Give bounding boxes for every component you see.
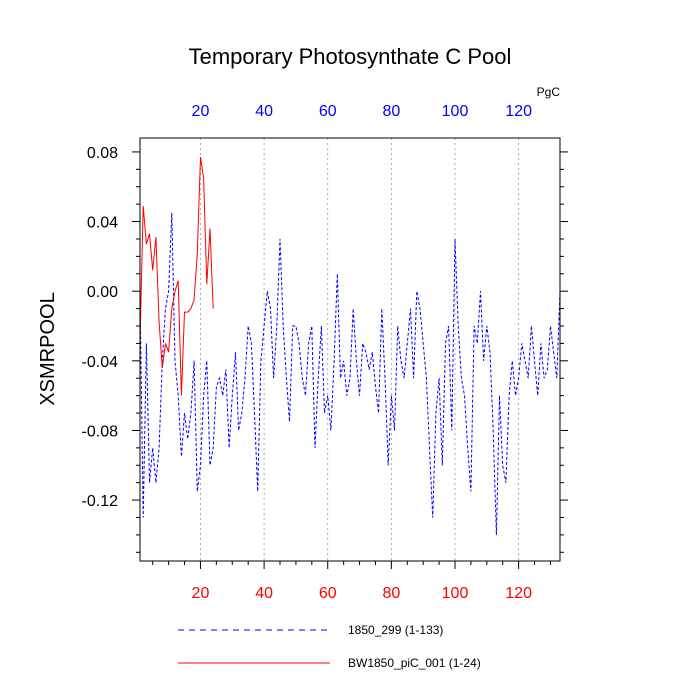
x-tick-label-bottom: 80 [382,585,400,602]
y-tick-label: -0.12 [82,493,119,510]
y-tick-label: -0.04 [82,354,119,371]
y-tick-label: 0.08 [87,145,118,162]
x-tick-label-top: 100 [442,103,469,120]
x-tick-label-top: 20 [192,103,210,120]
series-line [139,212,561,535]
x-tick-label-top: 120 [505,103,532,120]
x-tick-label-bottom: 40 [255,585,273,602]
x-tick-label-bottom: 60 [319,585,337,602]
y-tick-label: 0.04 [87,215,118,232]
x-tick-label-top: 80 [382,103,400,120]
series-lines [139,157,561,535]
x-tick-label-bottom: 100 [442,585,469,602]
legend-label: BW1850_piC_001 (1-24) [348,656,481,670]
x-tick-label-bottom: 20 [192,585,210,602]
x-tick-label-top: 40 [255,103,273,120]
legend-label: 1850_299 (1-133) [348,623,443,637]
unit-label: PgC [537,85,561,99]
plot-frame [139,137,561,562]
chart-title: Temporary Photosynthate C Pool [189,44,512,69]
x-tick-label-bottom: 120 [505,585,532,602]
y-tick-label: -0.08 [82,423,119,440]
axes: 0.08 0.04 0.00 -0.04 -0.08 -0.12 20 40 60 80 100 12… [82,103,568,602]
y-tick-label: 0.00 [87,284,118,301]
series-line [139,157,214,396]
grid-lines [200,138,520,561]
y-axis-label: XSMRPOOL [37,292,59,405]
legend: 1850_299 (1-133) BW1850_piC_001 (1-24) [178,623,481,670]
x-tick-label-top: 60 [319,103,337,120]
